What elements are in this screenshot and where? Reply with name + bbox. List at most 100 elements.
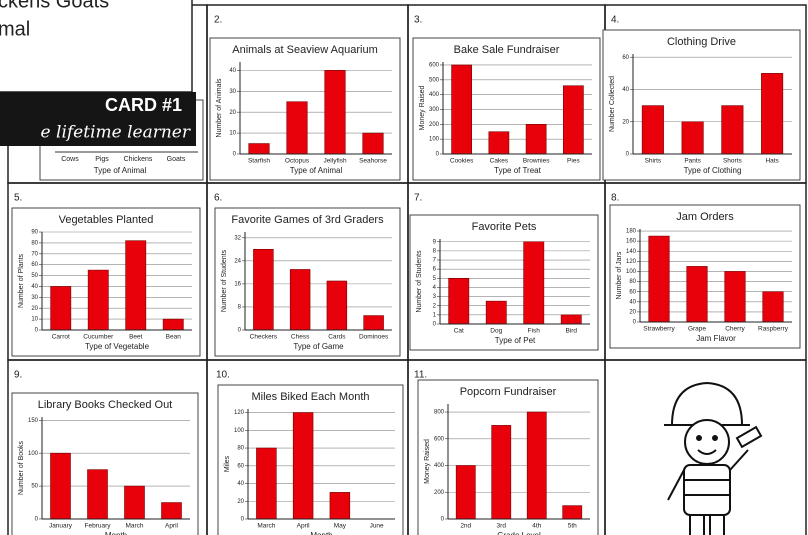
bar	[563, 85, 584, 155]
bar	[248, 143, 270, 155]
x-tick-label: Hats	[765, 158, 779, 165]
y-axis-label: Money Raised	[424, 439, 431, 484]
y-tick-label: 40	[237, 481, 244, 487]
x-axis-label: Type of Clothing	[684, 166, 742, 175]
bar	[125, 240, 147, 331]
x-tick-label: Pigs	[95, 156, 109, 163]
head	[684, 419, 730, 465]
x-tick-label: April	[297, 523, 311, 530]
cell-number: 10.	[216, 370, 230, 381]
y-axis-label: Number of Students	[221, 249, 228, 312]
y-axis-label: Number Collected	[609, 76, 616, 132]
cell-grid	[7, 4, 807, 535]
x-axis-label: Month	[310, 531, 332, 535]
x-tick-label: March	[257, 523, 275, 530]
y-tick-label: 20	[629, 309, 636, 315]
y-tick-label: 10	[229, 131, 236, 137]
y-tick-label: 400	[429, 92, 440, 98]
y-tick-label: 40	[629, 299, 636, 305]
bar	[292, 412, 314, 520]
y-tick-label: 0	[633, 320, 637, 326]
x-tick-label: 2nd	[460, 523, 471, 530]
chart-title: Vegetables Planted	[59, 214, 154, 226]
y-tick-label: 600	[429, 63, 440, 69]
y-tick-label: 50	[31, 484, 38, 490]
bar	[286, 101, 308, 155]
chart-title: Library Books Checked Out	[38, 399, 173, 411]
cell-number: 3.	[414, 15, 422, 26]
y-tick-label: 0	[441, 517, 445, 523]
vest	[683, 464, 731, 516]
cell-number: 7.	[414, 193, 422, 204]
y-axis-label: Number of Jars	[616, 251, 623, 299]
bar	[363, 315, 384, 331]
x-axis-label: Type of Vegetable	[85, 342, 150, 351]
x-axis-label: Grade Level	[497, 531, 541, 535]
chart-title: Popcorn Fundraiser	[460, 386, 557, 398]
card-text: mal	[0, 18, 30, 40]
x-tick-label: Shorts	[723, 158, 743, 165]
bar	[488, 131, 510, 155]
card-overlay: ckens Goats mal CARD #1 e lifetime learn…	[0, 0, 196, 146]
y-tick-label: 60	[622, 55, 629, 61]
y-tick-label: 60	[629, 289, 636, 295]
y-tick-label: 300	[429, 107, 440, 113]
x-axis-label: Type of Treat	[494, 166, 541, 175]
y-tick-label: 10	[31, 317, 38, 323]
y-tick-label: 40	[31, 284, 38, 290]
hard-hat	[670, 381, 744, 426]
y-tick-label: 2	[433, 303, 437, 309]
y-tick-label: 24	[234, 258, 241, 264]
x-tick-label: Shirts	[645, 158, 662, 165]
y-tick-label: 0	[433, 322, 437, 328]
x-tick-label: Cakes	[490, 158, 509, 165]
chart-title: Bake Sale Fundraiser	[454, 44, 560, 56]
x-tick-label: Chickens	[124, 156, 153, 163]
arm	[729, 449, 749, 471]
y-tick-label: 200	[429, 122, 440, 128]
bar	[329, 492, 351, 520]
bar	[523, 241, 545, 325]
bar	[50, 286, 72, 331]
y-tick-label: 0	[626, 152, 630, 158]
y-tick-label: 80	[31, 240, 38, 246]
cell-number: 5.	[14, 193, 22, 204]
bar	[124, 485, 145, 520]
y-tick-label: 80	[237, 446, 244, 452]
x-tick-label: Fish	[528, 328, 541, 335]
x-tick-label: 4th	[532, 523, 541, 530]
y-tick-label: 0	[436, 152, 440, 158]
x-tick-label: Pies	[567, 158, 580, 165]
x-tick-label: Cows	[61, 156, 79, 163]
x-axis-label: Type of Animal	[290, 166, 343, 175]
x-tick-label: Dog	[490, 328, 502, 335]
chart-title: Clothing Drive	[667, 36, 736, 48]
bar	[485, 300, 507, 325]
y-tick-label: 600	[434, 436, 445, 442]
y-tick-label: 100	[429, 137, 440, 143]
bar	[686, 266, 708, 323]
leg	[709, 514, 725, 535]
y-tick-label: 0	[241, 517, 245, 523]
y-tick-label: 5	[433, 276, 437, 282]
chart-title: Animals at Seaview Aquarium	[232, 44, 378, 56]
x-tick-label: Cucumber	[83, 334, 114, 341]
x-tick-label: Checkers	[250, 334, 278, 341]
bar	[721, 105, 744, 155]
smile	[697, 449, 717, 455]
x-tick-label: Strawberry	[643, 326, 675, 333]
y-tick-label: 7	[433, 258, 437, 264]
y-tick-label: 1	[433, 312, 437, 318]
bar	[448, 278, 470, 325]
y-tick-label: 90	[31, 230, 38, 236]
card-subtitle: e lifetime learner	[41, 123, 191, 143]
x-axis-label: Jam Flavor	[696, 334, 736, 343]
x-tick-label: Cookies	[450, 158, 474, 165]
bar	[641, 105, 664, 155]
y-tick-label: 60	[31, 262, 38, 268]
y-tick-label: 160	[626, 239, 637, 245]
y-tick-label: 40	[622, 87, 629, 93]
bar	[87, 269, 109, 331]
